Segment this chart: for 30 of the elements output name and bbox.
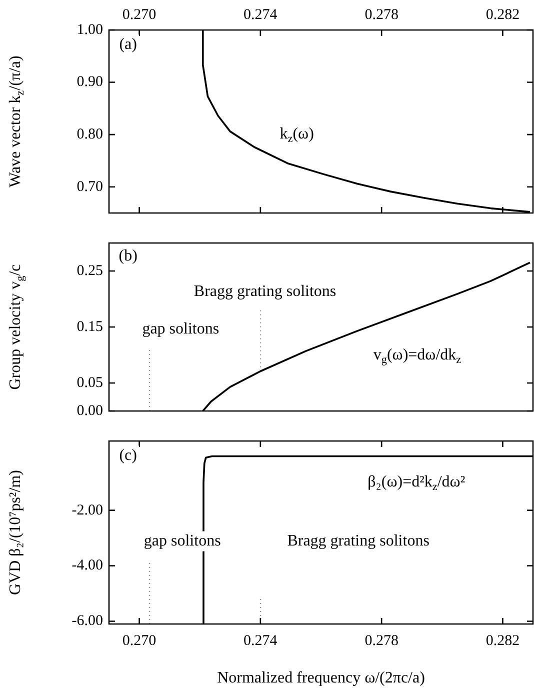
x-tick-label: 0.278 (364, 632, 398, 649)
x2-tick-label: 0.274 (244, 6, 278, 23)
x-tick-label: 0.274 (244, 632, 278, 649)
y-tick-label: -4.00 (72, 558, 103, 574)
annotation: Bragg grating solitons (194, 282, 336, 300)
y-axis-title: GVD β₂/(10⁷ps²/m) (7, 470, 24, 595)
annotation: gap solitons (144, 532, 221, 550)
x-tick-label: 0.282 (486, 632, 520, 649)
y-tick-label: 0.80 (76, 126, 103, 143)
annotation: (c) (119, 446, 137, 464)
y-tick-label: 0.05 (76, 374, 103, 391)
y-tick-label: -2.00 (72, 502, 103, 518)
annotation: (b) (118, 248, 138, 265)
y-tick-label: 0.00 (76, 402, 103, 419)
y-tick-label: 0.25 (76, 262, 103, 279)
x2-tick-label: 0.278 (364, 6, 398, 23)
y-tick-label: 0.70 (76, 178, 103, 195)
y-tick-label: 1.00 (76, 22, 103, 38)
x-tick-label: 0.270 (122, 632, 156, 649)
annotation: Bragg grating solitons (287, 532, 430, 550)
x2-tick-label: 0.282 (486, 6, 520, 23)
y-tick-label: -6.00 (72, 613, 103, 630)
annotation: (a) (119, 36, 137, 53)
y-tick-label: 0.15 (76, 318, 103, 335)
x-axis-title: Normalized frequency ω/(2πc/a) (217, 670, 425, 687)
x2-tick-label: 0.270 (122, 6, 156, 23)
annotation: gap solitons (142, 320, 220, 338)
y-axis-title: Wave vector kz/(π/a) (7, 56, 27, 188)
y-tick-label: 0.90 (76, 74, 103, 90)
y-axis-title: Group velocity vg/c (7, 264, 27, 390)
